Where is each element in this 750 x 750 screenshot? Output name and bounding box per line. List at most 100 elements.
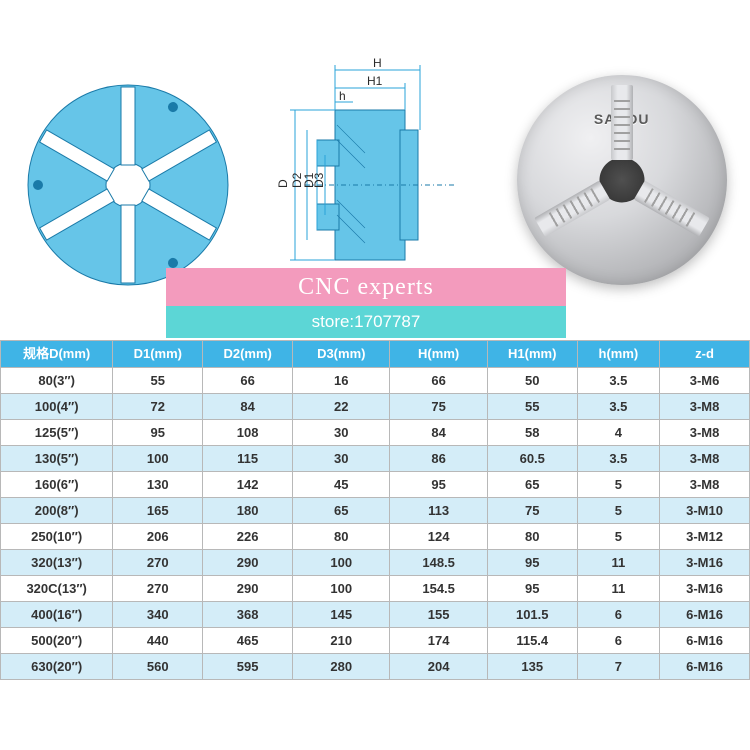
table-cell: 3-M10	[660, 497, 750, 523]
table-cell: 160(6″)	[1, 471, 113, 497]
dim-label-D: D	[276, 179, 290, 188]
table-cell: 86	[390, 445, 487, 471]
table-cell: 6	[577, 601, 659, 627]
table-cell: 368	[203, 601, 293, 627]
table-cell: 66	[203, 367, 293, 393]
watermark-store: store:1707787	[166, 306, 566, 338]
table-cell: 100(4″)	[1, 393, 113, 419]
table-cell: 204	[390, 653, 487, 679]
table-cell: 5	[577, 471, 659, 497]
table-cell: 6-M16	[660, 653, 750, 679]
table-cell: 226	[203, 523, 293, 549]
table-row: 320(13″)270290100148.595113-M16	[1, 549, 750, 575]
table-cell: 440	[113, 627, 203, 653]
table-cell: 16	[293, 367, 390, 393]
table-cell: 290	[203, 575, 293, 601]
table-cell: 148.5	[390, 549, 487, 575]
table-cell: 6-M16	[660, 627, 750, 653]
table-cell: 115.4	[487, 627, 577, 653]
spec-table: 规格D(mm)D1(mm)D2(mm)D3(mm)H(mm)H1(mm)h(mm…	[0, 340, 750, 680]
table-cell: 3-M8	[660, 393, 750, 419]
table-row: 500(20″)440465210174115.466-M16	[1, 627, 750, 653]
table-cell: 65	[293, 497, 390, 523]
table-cell: 400(16″)	[1, 601, 113, 627]
table-cell: 340	[113, 601, 203, 627]
table-cell: 11	[577, 575, 659, 601]
table-row: 320C(13″)270290100154.595113-M16	[1, 575, 750, 601]
watermark-title: CNC experts	[166, 268, 566, 306]
table-cell: 3.5	[577, 445, 659, 471]
table-cell: 3-M6	[660, 367, 750, 393]
table-cell: 135	[487, 653, 577, 679]
table-cell: 180	[203, 497, 293, 523]
table-cell: 58	[487, 419, 577, 445]
table-cell: 320(13″)	[1, 549, 113, 575]
table-cell: 270	[113, 549, 203, 575]
table-cell: 45	[293, 471, 390, 497]
chuck-jaw	[633, 180, 709, 237]
table-cell: 75	[487, 497, 577, 523]
table-cell: 30	[293, 445, 390, 471]
table-cell: 3-M8	[660, 419, 750, 445]
table-cell: 270	[113, 575, 203, 601]
table-cell: 101.5	[487, 601, 577, 627]
table-header-cell: 规格D(mm)	[1, 341, 113, 368]
table-cell: 165	[113, 497, 203, 523]
table-row: 400(16″)340368145155101.566-M16	[1, 601, 750, 627]
table-header-cell: H1(mm)	[487, 341, 577, 368]
table-cell: 4	[577, 419, 659, 445]
table-cell: 560	[113, 653, 203, 679]
dim-label-H: H	[373, 56, 382, 70]
table-header-cell: h(mm)	[577, 341, 659, 368]
dim-label-h: h	[339, 89, 346, 103]
table-cell: 80(3″)	[1, 367, 113, 393]
table-cell: 66	[390, 367, 487, 393]
table-cell: 95	[487, 575, 577, 601]
table-header-cell: H(mm)	[390, 341, 487, 368]
table-cell: 250(10″)	[1, 523, 113, 549]
table-cell: 108	[203, 419, 293, 445]
table-cell: 210	[293, 627, 390, 653]
table-cell: 72	[113, 393, 203, 419]
table-cell: 290	[203, 549, 293, 575]
table-row: 125(5″)9510830845843-M8	[1, 419, 750, 445]
table-cell: 60.5	[487, 445, 577, 471]
table-cell: 3.5	[577, 367, 659, 393]
table-row: 630(20″)56059528020413576-M16	[1, 653, 750, 679]
table-cell: 154.5	[390, 575, 487, 601]
table-cell: 6	[577, 627, 659, 653]
table-row: 200(8″)165180651137553-M10	[1, 497, 750, 523]
table-header-cell: D3(mm)	[293, 341, 390, 368]
table-row: 100(4″)72842275553.53-M8	[1, 393, 750, 419]
table-cell: 174	[390, 627, 487, 653]
table-cell: 75	[390, 393, 487, 419]
table-cell: 500(20″)	[1, 627, 113, 653]
table-cell: 6-M16	[660, 601, 750, 627]
table-row: 130(5″)100115308660.53.53-M8	[1, 445, 750, 471]
table-header-cell: D1(mm)	[113, 341, 203, 368]
table-body: 80(3″)55661666503.53-M6100(4″)7284227555…	[1, 367, 750, 679]
table-cell: 80	[487, 523, 577, 549]
table-cell: 130(5″)	[1, 445, 113, 471]
table-cell: 3-M16	[660, 575, 750, 601]
table-cell: 3-M12	[660, 523, 750, 549]
table-cell: 145	[293, 601, 390, 627]
table-cell: 5	[577, 523, 659, 549]
table-cell: 100	[293, 575, 390, 601]
table-header: 规格D(mm)D1(mm)D2(mm)D3(mm)H(mm)H1(mm)h(mm…	[1, 341, 750, 368]
table-header-cell: z-d	[660, 341, 750, 368]
table-cell: 320C(13″)	[1, 575, 113, 601]
table-cell: 55	[113, 367, 203, 393]
table-cell: 65	[487, 471, 577, 497]
table-cell: 142	[203, 471, 293, 497]
table-cell: 11	[577, 549, 659, 575]
dim-label-H1: H1	[367, 74, 383, 88]
table-cell: 55	[487, 393, 577, 419]
table-row: 80(3″)55661666503.53-M6	[1, 367, 750, 393]
table-row: 250(10″)206226801248053-M12	[1, 523, 750, 549]
table-cell: 155	[390, 601, 487, 627]
table-cell: 7	[577, 653, 659, 679]
dim-label-D3: D3	[312, 172, 326, 188]
table-cell: 200(8″)	[1, 497, 113, 523]
table-cell: 113	[390, 497, 487, 523]
